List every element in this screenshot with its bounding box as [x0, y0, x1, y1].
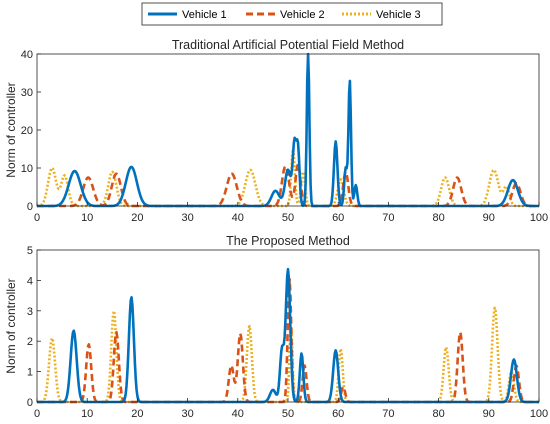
tick-layer: 0 10 20 30 40 50 60 70 80 90 100 0 10 20 30 40 — [21, 49, 548, 224]
legend-label-vehicle-2: Vehicle 2 — [280, 9, 325, 21]
x-tick-label: 80 — [432, 408, 444, 420]
chart-title: The Proposed Method — [226, 234, 350, 248]
legend-label-vehicle-3: Vehicle 3 — [376, 9, 421, 21]
x-tick-label: 100 — [530, 408, 548, 420]
legend-label-vehicle-1: Vehicle 1 — [182, 9, 227, 21]
x-tick-label: 40 — [232, 212, 244, 224]
y-tick-label: 1 — [27, 367, 33, 379]
x-tick-label: 30 — [181, 212, 193, 224]
y-tick-label: 30 — [21, 87, 33, 99]
y-tick-label: 10 — [21, 163, 33, 175]
x-tick-label: 60 — [332, 408, 344, 420]
x-tick-label: 60 — [332, 212, 344, 224]
legend-box — [141, 2, 443, 26]
tick-layer: 0 10 20 30 40 50 60 70 80 90 100 0 1 2 3 4 5 — [27, 245, 548, 420]
x-tick-label: 30 — [181, 408, 193, 420]
x-tick-label: 70 — [382, 408, 394, 420]
x-tick-label: 90 — [483, 408, 495, 420]
y-tick-label: 3 — [27, 306, 33, 318]
x-tick-label: 10 — [81, 408, 93, 420]
x-tick-label: 90 — [483, 212, 495, 224]
chart-traditional-apf: Traditional Artificial Potential Field M… — [4, 38, 548, 224]
y-tick-label: 40 — [21, 49, 33, 61]
y-axis-label: Norm of controller — [4, 278, 18, 373]
series-layer — [36, 52, 540, 208]
x-tick-label: 50 — [282, 212, 294, 224]
x-tick-label: 0 — [34, 408, 40, 420]
y-tick-label: 20 — [21, 125, 33, 137]
y-tick-label: 4 — [27, 275, 33, 287]
y-axis-label: Norm of controller — [4, 82, 18, 177]
plot-area-frame — [36, 53, 540, 207]
chart-title: Traditional Artificial Potential Field M… — [172, 38, 404, 52]
x-tick-label: 80 — [432, 212, 444, 224]
x-tick-label: 10 — [81, 212, 93, 224]
series-layer — [36, 267, 540, 404]
x-tick-label: 20 — [131, 212, 143, 224]
y-tick-label: 2 — [27, 336, 33, 348]
series-line-vehicle-2 — [36, 162, 540, 208]
plot-area-frame — [36, 249, 540, 403]
y-tick-label: 0 — [27, 397, 33, 409]
x-tick-label: 40 — [232, 408, 244, 420]
x-tick-label: 0 — [34, 212, 40, 224]
x-tick-label: 20 — [131, 408, 143, 420]
x-tick-label: 100 — [530, 212, 548, 224]
series-line-vehicle-2 — [36, 278, 540, 404]
chart-proposed-method: The Proposed Method Norm of controller 0… — [4, 234, 548, 420]
x-tick-label: 70 — [382, 212, 394, 224]
x-tick-label: 50 — [282, 408, 294, 420]
y-tick-label: 0 — [27, 201, 33, 213]
legend: Vehicle 1 Vehicle 2 Vehicle 3 — [141, 2, 443, 26]
y-tick-label: 5 — [27, 245, 33, 257]
